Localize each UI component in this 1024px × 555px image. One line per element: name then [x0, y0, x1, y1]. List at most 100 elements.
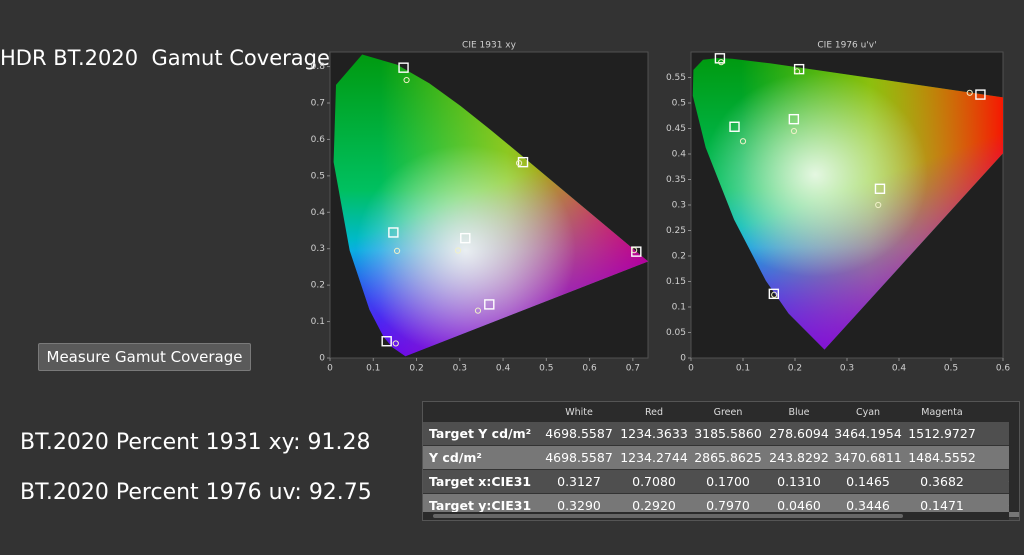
cell: 0.1465: [833, 469, 903, 494]
target-point: [398, 62, 409, 73]
measured-point: [771, 291, 778, 298]
y-tick-label: 0.2: [672, 252, 686, 262]
x-tick-label: 0.3: [453, 364, 467, 374]
row-label: Target y:CIE31: [423, 493, 541, 518]
column-header: White: [541, 402, 617, 422]
y-tick-label: 0.25: [666, 226, 686, 236]
y-tick-label: 0.5: [672, 99, 686, 109]
measured-point: [403, 76, 410, 84]
corner-cell: [423, 402, 541, 422]
result-1976: BT.2020 Percent 1976 uv: 92.75: [20, 480, 372, 505]
column-header: Red: [617, 402, 691, 422]
target-point: [729, 121, 740, 132]
measured-point: [474, 307, 482, 314]
measured-point: [392, 340, 399, 347]
vertical-scrollbar[interactable]: [1009, 420, 1019, 512]
x-tick-label: 0.4: [892, 364, 907, 374]
target-point: [788, 113, 800, 125]
cell: 1512.9727: [903, 422, 981, 446]
table-row: Y cd/m² 4698.5587 1234.2744 2865.8625 243.82…: [423, 445, 1019, 470]
y-tick-label: 0.45: [666, 124, 686, 134]
measured-point: [790, 127, 798, 135]
target-point: [388, 227, 399, 238]
x-tick-label: 0.5: [944, 364, 958, 374]
target-point: [381, 336, 392, 347]
cell: 278.6094: [765, 422, 833, 446]
x-tick-label: 0.2: [788, 364, 802, 374]
cell: 4698.5587: [541, 422, 617, 446]
table-row: Target Y cd/m² 4698.5587 1234.3633 3185.586…: [423, 422, 1019, 446]
target-point: [484, 299, 495, 310]
column-header: Green: [691, 402, 765, 422]
y-tick-label: 0.35: [666, 175, 686, 185]
y-tick-label: 0: [319, 354, 325, 364]
cell: 0.3682: [903, 469, 981, 494]
column-header: Blue: [765, 402, 833, 422]
x-tick-label: 0.5: [539, 364, 553, 374]
y-tick-label: 0.2: [311, 281, 325, 291]
cell: 4698.5587: [541, 445, 617, 470]
measured-point: [875, 201, 882, 209]
x-tick-label: 0: [688, 364, 694, 374]
y-tick-label: 0.3: [672, 201, 686, 211]
x-tick-label: 0.7: [626, 364, 640, 374]
y-tick-label: 0.55: [666, 73, 686, 83]
page-title: HDR BT.2020 Gamut Coverage: [0, 46, 330, 70]
measured-point: [966, 89, 973, 96]
cell: 243.8292: [765, 445, 833, 470]
row-label: Y cd/m²: [423, 445, 541, 470]
measured-point: [718, 59, 725, 66]
results-table: WhiteRedGreenBlueCyanMagentaY Target Y c…: [422, 401, 1020, 521]
target-point: [768, 288, 780, 300]
cell: 2865.8625: [691, 445, 765, 470]
row-label: Target Y cd/m²: [423, 422, 541, 446]
column-header: Cyan: [833, 402, 903, 422]
y-tick-label: 0.3: [311, 244, 325, 254]
cell: 0.1700: [691, 469, 765, 494]
measured-point: [515, 160, 523, 167]
cell: 1234.3633: [617, 422, 691, 446]
column-header: Y: [981, 402, 1019, 422]
target-point: [517, 156, 529, 168]
y-tick-label: 0.05: [666, 328, 686, 338]
measured-point: [454, 247, 462, 254]
table: WhiteRedGreenBlueCyanMagentaY Target Y c…: [423, 402, 1019, 518]
x-tick-label: 0.2: [409, 364, 423, 374]
y-tick-label: 0.5: [311, 171, 325, 181]
target-point: [460, 232, 471, 244]
cell: 3185.5860: [691, 422, 765, 446]
result-1931: BT.2020 Percent 1931 xy: 91.28: [20, 430, 371, 455]
y-tick-label: 0.4: [311, 208, 326, 218]
x-tick-label: 0.6: [996, 364, 1011, 374]
measure-button[interactable]: Measure Gamut Coverage: [38, 343, 251, 371]
y-tick-label: 0.15: [666, 277, 686, 287]
horizontal-scrollbar[interactable]: [423, 512, 1009, 520]
charts: CIE 1931 xy 0 0.1 0.2 0.3 0.4 0.5 0.6 0.7 0 0.1 0.2…: [311, 41, 1011, 374]
x-tick-label: 0: [327, 364, 333, 374]
cell: 0.1310: [765, 469, 833, 494]
chart-title: CIE 1976 u'v': [817, 41, 876, 51]
y-tick-label: 0.4: [672, 150, 687, 160]
gamut-locus: [692, 58, 1003, 350]
cell: 0.3127: [541, 469, 617, 494]
gamut-locus: [333, 54, 648, 357]
measured-point: [739, 138, 747, 145]
measured-point: [631, 247, 638, 254]
x-tick-label: 0.3: [840, 364, 854, 374]
column-header: Magenta: [903, 402, 981, 422]
x-tick-label: 0.4: [496, 364, 511, 374]
cell: 1484.5552: [903, 445, 981, 470]
cell: 3470.6811: [833, 445, 903, 470]
y-tick-label: 0: [680, 354, 686, 364]
row-label: Target x:CIE31: [423, 469, 541, 494]
target-point: [874, 183, 886, 194]
y-tick-label: 0.6: [311, 135, 326, 145]
measured-point: [793, 68, 801, 75]
y-tick-label: 0.1: [311, 317, 325, 327]
table-row: Target x:CIE31 0.3127 0.7080 0.1700 0.1310 0.…: [423, 469, 1019, 494]
cell: 1234.2744: [617, 445, 691, 470]
chart-title: CIE 1931 xy: [462, 41, 517, 51]
y-tick-label: 0.1: [672, 303, 686, 313]
measured-point: [393, 247, 401, 254]
